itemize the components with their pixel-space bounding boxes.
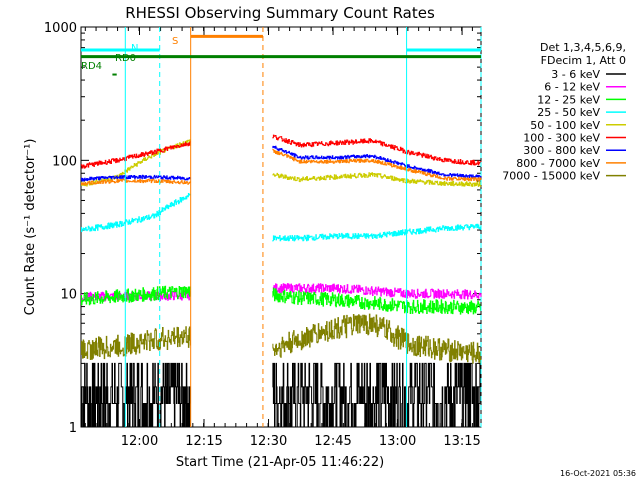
series-line-1-seg1 [272,283,482,300]
series-line-2-seg0 [81,285,191,306]
legend-label-0: 3 - 6 keV [551,68,600,81]
series-line-7-seg0 [81,178,191,186]
legend-header-1: Det 1,3,4,5,6,9, [540,41,626,54]
flag-s-label: S [172,36,178,47]
series-line-3-seg0 [81,193,191,232]
legend-label-6: 300 - 800 keV [523,144,600,157]
series-line-3-seg1 [272,223,482,242]
x-tick-label: 12:30 [250,434,287,449]
series-line-7-seg1 [272,149,482,182]
series-line-5-seg1 [272,134,482,166]
y-tick-label: 10 [60,288,77,303]
series-line-0-seg1 [272,362,481,428]
x-tick-label: 12:45 [314,434,351,449]
legend-label-1: 6 - 12 keV [544,81,600,94]
legend-label-5: 100 - 300 keV [523,132,600,145]
legend-label-2: 12 - 25 keV [537,93,600,106]
x-tick-label: 12:15 [185,434,222,449]
series-line-6-seg1 [272,145,482,179]
footer-timestamp: 16-Oct-2021 05:36 [560,469,636,478]
series-line-4-seg1 [272,172,482,187]
series-line-6-seg0 [81,174,191,182]
series-line-5-seg0 [81,140,191,169]
flag-n-label: N [131,43,138,54]
chart-title: RHESSI Observing Summary Count Rates [125,4,435,22]
x-axis-label: Start Time (21-Apr-05 11:46:22) [176,455,384,470]
legend-label-7: 800 - 7000 keV [516,157,600,170]
x-tick-label: 13:15 [443,434,480,449]
series-line-0-seg0 [81,362,191,428]
legend-label-3: 25 - 50 keV [537,106,600,119]
flag-rd4-label: RD4 [81,61,102,72]
y-tick-label: 1000 [44,21,77,36]
series-line-8-seg0 [81,326,191,360]
legend-label-8: 7000 - 15000 keV [502,170,600,183]
x-tick-label: 12:00 [121,434,158,449]
series-line-8-seg1 [272,313,482,364]
y-tick-label: 100 [52,154,77,169]
series-line-2-seg1 [272,287,482,315]
flag-rd0-label: RD0 [115,53,136,64]
legend-header-2: FDecim 1, Att 0 [541,54,626,67]
y-axis-label: Count Rate (s⁻¹ detector⁻¹) [23,139,38,316]
x-tick-label: 13:00 [379,434,416,449]
y-tick-label: 1 [69,421,77,436]
legend-label-4: 50 - 100 keV [530,119,600,132]
